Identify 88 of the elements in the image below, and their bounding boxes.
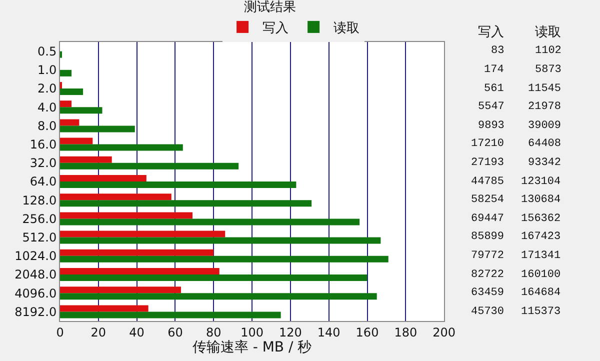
text: 45730 [471, 306, 504, 318]
y-tick-label: 4096.0 [14, 286, 57, 300]
text: 115373 [521, 306, 561, 318]
text: 5873 [535, 64, 562, 76]
x-tick-label: 40 [129, 325, 144, 340]
text: 58254 [471, 194, 504, 206]
text: 561 [484, 83, 504, 95]
text: 123104 [521, 176, 562, 188]
bar [60, 138, 93, 144]
y-tick-label: 8192.0 [14, 304, 57, 319]
text: 63459 [471, 287, 504, 299]
x-tick-label: 120 [278, 325, 302, 340]
y-tick-label: 32.0 [30, 156, 57, 170]
bar [60, 293, 377, 300]
bar [60, 286, 181, 294]
x-axis-title: 传输速率 - MB / 秒 [192, 339, 312, 356]
x-tick-label: 0 [56, 325, 64, 340]
bar [60, 70, 72, 76]
text: 64408 [528, 138, 562, 150]
x-tick-label: 80 [206, 325, 222, 340]
bar [60, 237, 381, 244]
y-tick-label: 1024.0 [14, 249, 57, 264]
x-tick-label: 200 [432, 325, 456, 340]
text: 27193 [471, 157, 504, 169]
y-tick-label: 512.0 [22, 230, 57, 244]
text: 160100 [521, 269, 561, 281]
bar [60, 182, 296, 188]
text: 82722 [471, 269, 504, 281]
y-tick-label: 64.0 [30, 174, 57, 189]
text: 85899 [471, 231, 504, 243]
bar [60, 218, 360, 226]
bar [60, 274, 368, 282]
bar [60, 268, 220, 274]
bar [60, 174, 146, 182]
text: 164684 [521, 287, 562, 299]
y-tick-label: 4.0 [38, 100, 57, 114]
text: 写入 [478, 25, 504, 40]
legend-label: 读取 [334, 21, 360, 36]
text: 读取 [535, 25, 561, 40]
y-tick-label: 0.5 [38, 44, 57, 58]
y-tick-label: 2.0 [38, 82, 57, 96]
x-tick-label: 180 [394, 325, 418, 340]
y-tick-label: 256.0 [22, 212, 57, 226]
y-tick-label: 16.0 [30, 138, 57, 152]
y-tick-label: 128.0 [22, 193, 57, 208]
x-tick-label: 60 [168, 325, 183, 340]
bar [60, 144, 183, 151]
bar [60, 100, 72, 108]
text: 167423 [521, 231, 561, 243]
bar [60, 156, 112, 163]
text: 83 [491, 45, 504, 57]
bar [60, 126, 135, 132]
y-tick-label: 8.0 [38, 118, 57, 133]
text: 17210 [471, 138, 504, 150]
text: 79772 [471, 250, 504, 262]
text: 93342 [528, 157, 562, 169]
text: 174 [484, 64, 504, 76]
text: 39009 [528, 120, 562, 132]
x-tick-label: 160 [356, 325, 379, 340]
bar [60, 305, 148, 312]
bar [60, 256, 388, 262]
text: 44785 [471, 176, 504, 188]
text: 171341 [521, 250, 562, 262]
text: 130684 [521, 194, 562, 206]
chart-title: 测试结果 [244, 0, 296, 15]
x-tick-label: 140 [317, 325, 340, 340]
text: 1102 [535, 45, 562, 57]
x-tick-label: 20 [90, 325, 106, 340]
text: 9893 [478, 120, 504, 132]
y-tick-label: 2048.0 [14, 268, 57, 282]
y-tick-label: 1.0 [38, 63, 57, 78]
bar [60, 194, 172, 200]
bar [60, 162, 239, 170]
bar [60, 312, 281, 318]
text: 11545 [528, 83, 562, 95]
bar [60, 107, 102, 114]
legend-label: 写入 [262, 21, 289, 36]
text: 156362 [521, 213, 561, 225]
bar [60, 212, 192, 219]
bar [60, 249, 214, 256]
bar [60, 230, 226, 238]
text: 5547 [478, 101, 504, 113]
bar [60, 88, 84, 96]
bar [60, 119, 80, 126]
text: 21978 [528, 101, 562, 113]
x-tick-label: 100 [240, 325, 264, 340]
bar [60, 200, 312, 207]
text: 69447 [471, 213, 504, 225]
